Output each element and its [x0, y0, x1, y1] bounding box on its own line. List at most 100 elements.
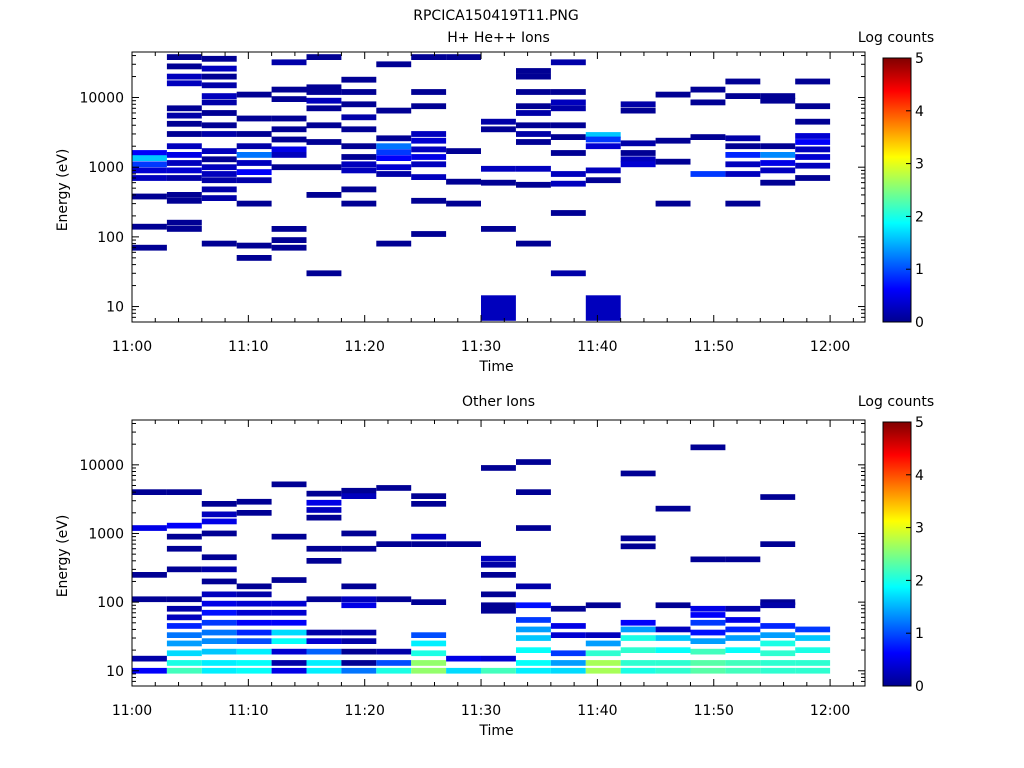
heatmap-cell: [725, 152, 761, 158]
heatmap-cell: [376, 143, 412, 150]
heatmap-cell: [620, 161, 656, 168]
heatmap-cell: [236, 152, 272, 158]
heatmap-cell: [550, 270, 586, 277]
heatmap-cell: [341, 200, 377, 207]
colorbar-tick-label: 1: [915, 626, 924, 642]
heatmap-cell: [481, 591, 516, 598]
heatmap-cell: [166, 192, 202, 198]
heatmap-cell: [795, 162, 831, 169]
heatmap-cell: [271, 164, 307, 171]
heatmap-cell: [236, 498, 272, 505]
heatmap-cell: [201, 648, 237, 655]
heatmap-cell: [481, 179, 516, 186]
heatmap-cell: [655, 158, 691, 165]
heatmap-cell: [236, 200, 272, 207]
heatmap-cell: [236, 638, 272, 644]
heatmap-cell: [655, 635, 691, 641]
heatmap-cell: [271, 481, 307, 488]
heatmap-cell: [271, 152, 307, 158]
heatmap-cell: [760, 623, 796, 629]
heatmap-cell: [690, 556, 726, 563]
heatmap-cell: [236, 169, 272, 175]
heatmap-cell: [481, 607, 516, 614]
heatmap-cell: [166, 632, 202, 638]
heatmap-cell: [795, 118, 831, 125]
heatmap-cell: [795, 133, 831, 139]
heatmap-cell: [166, 605, 202, 612]
heatmap-cell: [236, 242, 272, 249]
plot-frame: [131, 51, 866, 323]
heatmap-cell: [620, 635, 656, 641]
heatmap-cell: [585, 143, 621, 150]
heatmap-cell: [132, 167, 167, 174]
heatmap-cell: [341, 530, 377, 537]
heatmap-cell: [585, 660, 621, 666]
heatmap-cell: [795, 626, 831, 633]
heatmap-cell: [236, 255, 272, 261]
heatmap-cell: [795, 154, 831, 160]
heatmap-cell: [166, 660, 202, 666]
heatmap-cell: [585, 667, 621, 674]
heatmap-cell: [201, 240, 237, 247]
heatmap-cell: [585, 650, 621, 657]
heatmap-cell: [725, 605, 761, 612]
heatmap-cell: [481, 126, 516, 133]
heatmap-cell: [550, 180, 586, 187]
colorbar-tick-label: 5: [915, 415, 924, 431]
heatmap-cell: [236, 600, 272, 607]
x-tick-label: 12:00: [810, 339, 850, 355]
heatmap-cell: [201, 82, 237, 89]
heatmap-cell: [132, 655, 167, 662]
colorbar-label: Log counts: [858, 30, 934, 46]
heatmap-cell: [585, 640, 621, 647]
heatmap-cell: [620, 156, 656, 163]
heatmap-cell: [166, 175, 202, 181]
heatmap-cell: [620, 150, 656, 156]
heatmap-cell: [201, 131, 237, 137]
heatmap-cell: [132, 525, 167, 531]
heatmap-cell: [585, 177, 621, 184]
heatmap-cell: [516, 181, 551, 188]
heatmap-cell: [132, 489, 167, 495]
colorbar-tick-label: 3: [915, 521, 924, 537]
heatmap-cell: [446, 667, 481, 674]
heatmap-cell: [341, 487, 377, 494]
heatmap-cell: [725, 78, 761, 85]
heatmap-cell: [481, 602, 516, 609]
heatmap-cell: [236, 648, 272, 655]
heatmap-cell: [516, 635, 551, 641]
heatmap-cell: [795, 660, 831, 666]
y-tick-label: 1000: [88, 160, 124, 176]
heatmap-cell: [550, 660, 586, 666]
heatmap-cell: [655, 647, 691, 653]
heatmap-cell: [166, 623, 202, 629]
heatmap-cell: [411, 667, 447, 674]
heatmap-cell: [655, 91, 691, 98]
heatmap-cell: [411, 541, 447, 547]
heatmap-cell: [690, 612, 726, 618]
heatmap-cell: [166, 596, 202, 603]
heatmap-cell: [411, 174, 447, 180]
heatmap-cell: [550, 134, 586, 140]
heatmap-cell: [516, 165, 551, 172]
heatmap-cell: [516, 617, 551, 623]
heatmap-cell: [550, 59, 586, 66]
heatmap-cell: [760, 93, 796, 99]
heatmap-cell: [236, 667, 272, 674]
heatmap-cell: [516, 583, 551, 590]
y-tick-label: 10000: [79, 458, 124, 474]
heatmap-cell: [550, 605, 586, 612]
heatmap-cell: [271, 533, 307, 540]
heatmap-cell: [376, 135, 412, 142]
heatmap-cell: [516, 110, 551, 116]
heatmap-cell: [411, 161, 447, 168]
heatmap-cell: [201, 591, 237, 598]
heatmap-cell: [306, 660, 342, 666]
heatmap-cell: [271, 648, 307, 655]
heatmap-cell: [341, 583, 377, 590]
heatmap-cell: [725, 626, 761, 633]
y-axis-label: Energy (eV): [55, 515, 71, 598]
heatmap-cell: [341, 126, 377, 133]
heatmap-cell: [690, 629, 726, 636]
